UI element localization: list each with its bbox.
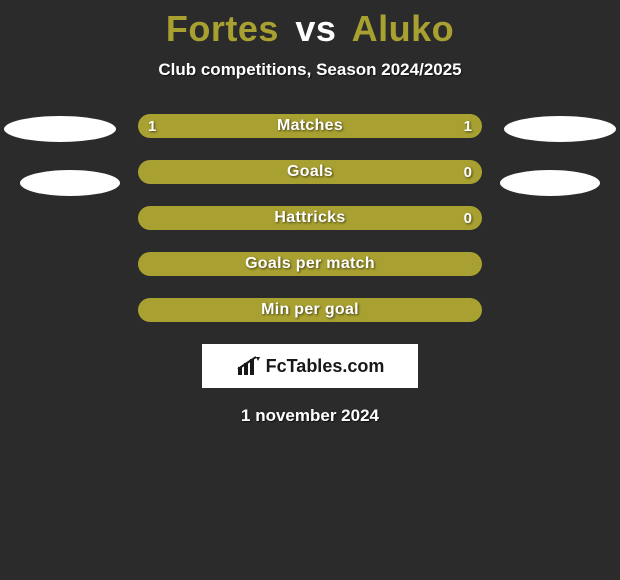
brand-badge[interactable]: FcTables.com — [202, 344, 418, 388]
stat-value-left: 1 — [148, 114, 156, 138]
player1-avatar-shadow — [20, 170, 120, 196]
player2-avatar-placeholder — [504, 116, 616, 142]
stat-row: Hattricks0 — [138, 206, 482, 230]
stat-label: Min per goal — [138, 298, 482, 322]
stat-label: Goals — [138, 160, 482, 184]
player1-name: Fortes — [166, 8, 279, 49]
player1-avatar-placeholder — [4, 116, 116, 142]
stats-area: Matches11Goals0Hattricks0Goals per match… — [0, 114, 620, 322]
stat-value-right: 1 — [464, 114, 472, 138]
player2-name: Aluko — [352, 8, 455, 49]
page-title: Fortes vs Aluko — [0, 8, 620, 50]
stat-label: Matches — [138, 114, 482, 138]
stat-label: Hattricks — [138, 206, 482, 230]
subtitle: Club competitions, Season 2024/2025 — [0, 60, 620, 80]
stat-label: Goals per match — [138, 252, 482, 276]
stat-row: Goals per match — [138, 252, 482, 276]
comparison-card: Fortes vs Aluko Club competitions, Seaso… — [0, 0, 620, 426]
stat-row: Matches1 1 — [138, 114, 482, 138]
date-label: 1 november 2024 — [0, 406, 620, 426]
vs-label: vs — [295, 8, 336, 49]
brand-text: FcTables.com — [266, 356, 385, 377]
stat-row: Goals0 — [138, 160, 482, 184]
chart-icon — [236, 355, 262, 377]
stat-bars: Matches11Goals0Hattricks0Goals per match… — [138, 114, 482, 322]
player2-avatar-shadow — [500, 170, 600, 196]
stat-value-right: 0 — [464, 160, 472, 184]
stat-row: Min per goal — [138, 298, 482, 322]
stat-value-right: 0 — [464, 206, 472, 230]
